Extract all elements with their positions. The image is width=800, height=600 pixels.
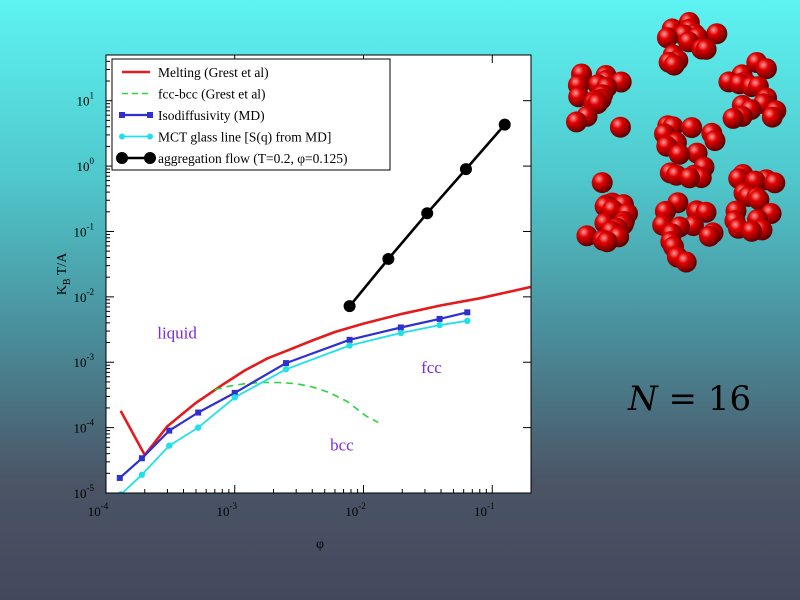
particle-sphere <box>698 225 720 247</box>
data-point-isodiff <box>231 389 238 396</box>
data-point-mct <box>282 366 290 373</box>
data-point-aggregation <box>343 300 356 313</box>
series-line-mct <box>120 319 468 493</box>
legend-marker <box>116 152 128 164</box>
data-point-mct <box>194 424 202 431</box>
region-label-bcc: bcc <box>330 435 354 454</box>
particle-sphere <box>656 27 678 49</box>
region-label-fcc: fcc <box>421 358 442 377</box>
data-point-mct <box>231 394 238 401</box>
legend-box <box>111 58 391 171</box>
data-point-mct <box>464 317 471 325</box>
data-point-isodiff <box>138 455 145 462</box>
y-tick-label: 10-1 <box>74 221 95 239</box>
y-tick-label: 10-4 <box>74 418 95 436</box>
data-point-isodiff <box>397 324 404 331</box>
particle-sphere <box>755 58 777 80</box>
y-tick-label: 10-2 <box>74 287 95 305</box>
n-label: N = 16 <box>627 379 751 419</box>
legend-label-fccbcc: fcc-bcc (Grest et al) <box>158 87 266 102</box>
data-point-isodiff <box>116 474 123 481</box>
data-point-isodiff <box>436 315 443 322</box>
x-tick-label: 10-1 <box>474 501 495 519</box>
legend-label-aggregation: aggregation flow (T=0.2, φ=0.125) <box>158 151 347 166</box>
n-equals: = <box>658 379 708 419</box>
particle-sphere <box>764 172 786 194</box>
data-point-isodiff <box>166 427 173 434</box>
particle-cluster <box>718 52 787 129</box>
particle-sphere <box>668 143 690 165</box>
particle-cluster <box>656 12 728 76</box>
axis-frame <box>105 54 532 494</box>
x-tick-label: 10-4 <box>88 501 109 519</box>
data-point-aggregation <box>382 252 395 265</box>
region-label-liquid: liquid <box>157 324 197 343</box>
legend-marker <box>144 152 156 164</box>
legend-label-isodiff: Isodiffusivity (MD) <box>158 108 265 123</box>
data-point-mct <box>346 342 353 349</box>
data-point-mct <box>138 471 146 478</box>
particle-sphere <box>576 225 598 247</box>
legend-marker <box>147 133 153 140</box>
particle-sphere <box>722 107 744 129</box>
y-tick-label: 10-3 <box>74 352 95 370</box>
n-symbol: N <box>627 379 659 419</box>
legend-label-mct: MCT glass line [S(q) from MD] <box>158 130 331 145</box>
data-point-mct <box>436 321 443 329</box>
particle-sphere <box>681 117 703 139</box>
legend-label-melting: Melting (Grest et al) <box>158 65 269 80</box>
y-tick-label: 10-5 <box>74 483 95 501</box>
legend-marker <box>119 112 125 118</box>
data-point-isodiff <box>464 309 471 316</box>
particle-sphere <box>704 130 726 152</box>
particle-sphere <box>566 111 587 133</box>
particle-sphere <box>663 54 685 76</box>
particle-sphere <box>741 220 763 242</box>
legend-marker <box>147 112 153 118</box>
particle-sphere <box>748 189 770 211</box>
series-line-melting <box>119 285 531 457</box>
data-point-aggregation <box>459 163 472 176</box>
y-tick-label: 101 <box>77 91 95 109</box>
particle-sphere <box>591 172 613 194</box>
data-point-mct <box>166 442 173 449</box>
region-labels: liquid fcc bcc <box>157 324 442 455</box>
y-tick-label: 100 <box>77 156 95 174</box>
x-tick-labels: 10-4 10-3 10-2 10-1 <box>88 501 495 519</box>
data-point-isodiff <box>346 336 353 343</box>
particle-sphere <box>679 167 700 189</box>
particle-cluster <box>652 192 724 273</box>
particle-sphere <box>596 231 618 253</box>
data-point-isodiff <box>282 360 289 367</box>
x-tick-label: 10-3 <box>216 501 237 519</box>
series-line-isodiff <box>119 311 468 479</box>
data-point-mct <box>397 329 405 337</box>
particle-cluster <box>566 63 632 138</box>
data-point-aggregation <box>421 207 434 220</box>
y-axis-label: KB T/A <box>55 252 73 295</box>
y-tick-labels: 10-5 10-4 10-3 10-2 10-1 100 101 <box>74 91 95 501</box>
particle-sphere <box>695 38 717 60</box>
data-point-aggregation <box>498 118 511 131</box>
x-axis-label: φ <box>316 537 324 552</box>
particle-sphere <box>761 106 783 128</box>
series-layer <box>116 118 531 493</box>
legend: Melting (Grest et al) fcc-bcc (Grest et a… <box>111 58 391 171</box>
particle-cluster <box>724 164 786 242</box>
particle-sphere <box>675 251 697 273</box>
data-point-mct <box>117 491 124 493</box>
legend-marker <box>119 133 125 140</box>
particle-sphere <box>706 23 728 45</box>
particle-sphere <box>609 116 631 138</box>
data-point-isodiff <box>195 409 202 416</box>
particle-clusters-illustration <box>566 12 787 273</box>
x-tick-label: 10-2 <box>345 501 366 519</box>
particle-cluster <box>654 115 726 189</box>
series-line-fccbcc <box>214 381 379 424</box>
particle-cluster <box>576 172 638 253</box>
n-value: 16 <box>708 379 751 419</box>
particle-sphere <box>695 201 717 223</box>
